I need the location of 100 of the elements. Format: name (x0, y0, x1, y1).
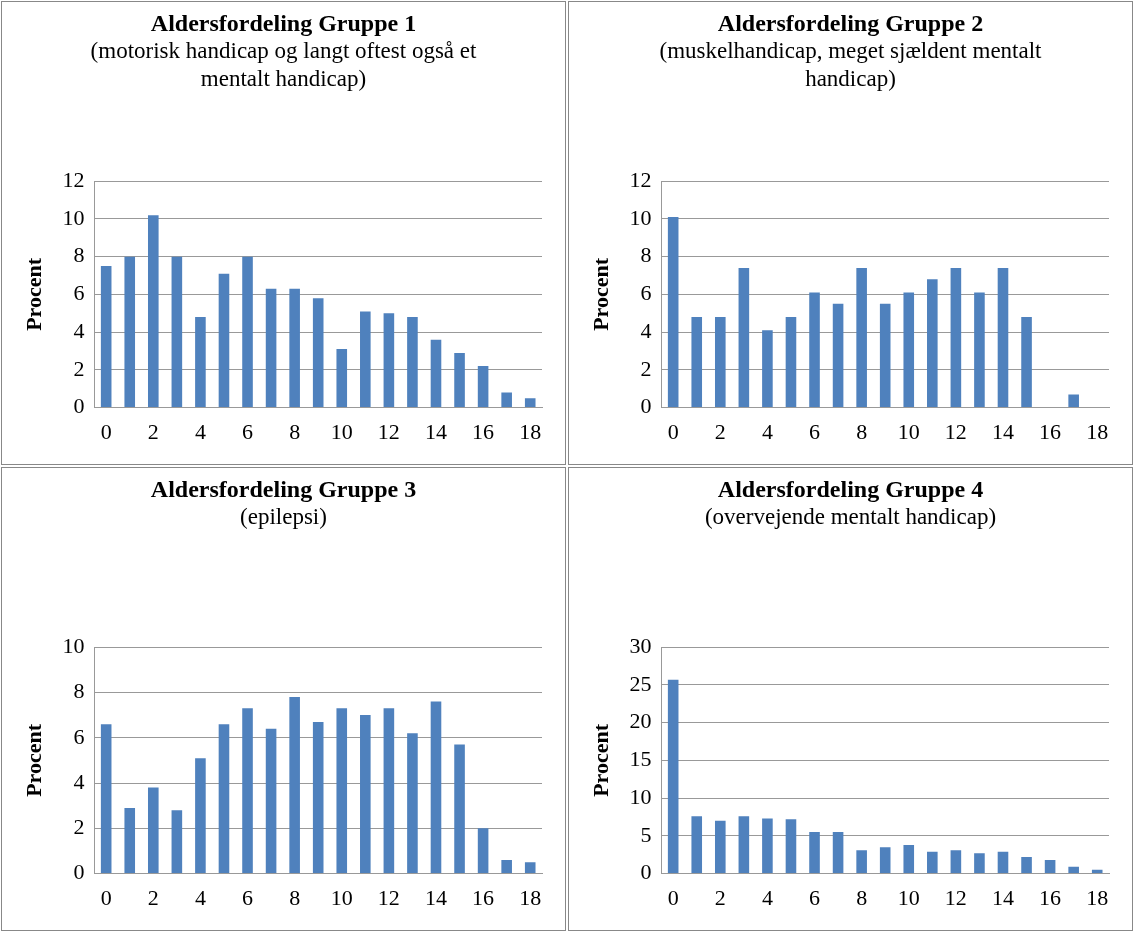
bar (1044, 860, 1055, 874)
x-tick-label: 0 (100, 418, 112, 444)
x-tick-label: 10 (897, 418, 920, 444)
bar (714, 820, 726, 874)
bar (738, 267, 749, 408)
y-tick-label: 4 (72, 317, 84, 343)
bar (902, 292, 914, 408)
bar (359, 715, 371, 874)
bar (808, 832, 820, 874)
x-tick-label: 10 (330, 884, 353, 910)
bar (1091, 869, 1103, 874)
chart-subtitle: (muskelhandicap, meget sjældent mentalt handicap) (658, 37, 1043, 93)
bar (1020, 857, 1032, 874)
bar (738, 816, 749, 874)
bar (359, 311, 371, 408)
bar (500, 392, 512, 408)
x-tick-label: 12 (944, 418, 967, 444)
y-tick-label: 15 (628, 746, 651, 772)
bar (383, 708, 394, 874)
bar (1020, 317, 1032, 408)
bar (430, 701, 441, 874)
bar (926, 851, 938, 874)
x-tick-label: 6 (808, 884, 820, 910)
x-tick-label: 16 (1038, 418, 1061, 444)
x-tick-label: 16 (471, 418, 494, 444)
bar (241, 256, 253, 408)
y-tick-label: 4 (72, 768, 84, 794)
x-tick-label: 16 (471, 884, 494, 910)
x-tick-label: 18 (518, 418, 541, 444)
y-tick-label: 10 (628, 783, 651, 809)
y-axis-title: Procent (587, 257, 613, 331)
bar (785, 317, 796, 408)
x-tick-label: 6 (241, 884, 253, 910)
y-tick-label: 2 (639, 355, 651, 381)
x-tick-label: 14 (424, 418, 447, 444)
x-tick-label: 6 (808, 418, 820, 444)
y-tick-label: 8 (72, 678, 84, 704)
bar (265, 288, 276, 408)
x-tick-label: 18 (518, 884, 541, 910)
y-tick-label: 10 (61, 204, 84, 230)
bar (123, 256, 135, 408)
y-tick-label: 6 (639, 280, 651, 306)
x-tick-label: 4 (194, 884, 206, 910)
bar (147, 787, 159, 874)
y-tick-label: 0 (639, 393, 651, 419)
y-tick-label: 0 (72, 859, 84, 885)
x-tick-label: 12 (377, 884, 400, 910)
y-axis-title: Procent (587, 723, 613, 797)
x-tick-label: 4 (761, 418, 773, 444)
bar (288, 697, 300, 874)
x-tick-label: 2 (147, 418, 159, 444)
x-tick-label: 2 (714, 884, 726, 910)
bar (147, 215, 159, 408)
x-tick-label: 16 (1038, 884, 1061, 910)
bar (406, 317, 418, 408)
y-tick-label: 10 (61, 632, 84, 658)
bar (1067, 394, 1079, 408)
bar (524, 862, 536, 874)
bar (312, 721, 323, 874)
y-tick-label: 12 (628, 166, 651, 192)
bar (855, 850, 867, 874)
bar (335, 708, 347, 874)
y-axis-title: Procent (20, 723, 46, 797)
bar (785, 819, 796, 874)
x-tick-label: 18 (1085, 884, 1108, 910)
bar (171, 256, 182, 408)
bar (265, 728, 276, 874)
bar (171, 810, 182, 874)
bar (500, 860, 512, 874)
bar (453, 744, 465, 874)
y-axis-title: Procent (20, 257, 46, 331)
bar (194, 317, 206, 408)
y-tick-label: 0 (639, 859, 651, 885)
x-tick-label: 12 (377, 418, 400, 444)
y-tick-label: 4 (639, 317, 651, 343)
x-tick-label: 6 (241, 418, 253, 444)
bar (477, 366, 488, 408)
bar (879, 847, 890, 874)
bar (194, 758, 206, 874)
bar (690, 816, 702, 874)
bar (879, 303, 890, 408)
x-tick-label: 14 (991, 418, 1014, 444)
chart-title: Aldersfordeling Gruppe 4 (717, 476, 984, 503)
y-tick-label: 6 (72, 280, 84, 306)
y-tick-label: 20 (628, 708, 651, 734)
bar (383, 313, 394, 408)
bar (973, 853, 985, 874)
bar (761, 818, 773, 874)
bar (690, 317, 702, 408)
y-tick-label: 8 (72, 242, 84, 268)
x-tick-label: 14 (424, 884, 447, 910)
bar (218, 273, 229, 408)
bar (667, 217, 678, 408)
bar (950, 850, 961, 874)
x-tick-label: 8 (855, 884, 867, 910)
bar (950, 267, 961, 408)
x-tick-label: 4 (761, 884, 773, 910)
bar (123, 807, 135, 874)
bar (335, 349, 347, 408)
bar (241, 708, 253, 874)
